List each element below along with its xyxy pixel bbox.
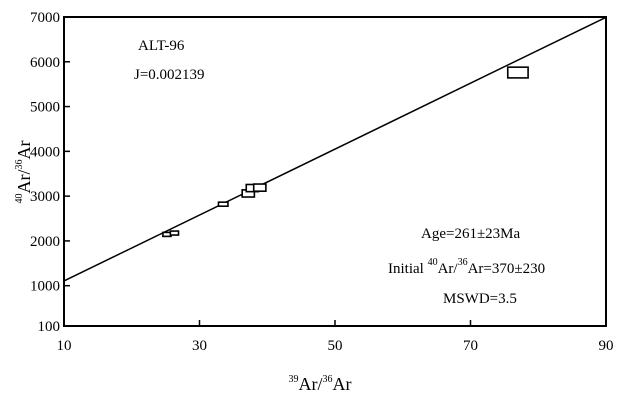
age-label: Age=261±23Ma [421, 226, 521, 242]
x-axis-base1: Ar [298, 374, 317, 394]
data-point [217, 201, 229, 208]
y-axis-sup1: 40 [14, 194, 25, 204]
j-value-label: J=0.002139 [134, 67, 205, 83]
y-axis-sup2: 36 [14, 159, 25, 169]
mswd-label: MSWD=3.5 [443, 291, 517, 307]
y-tick-label: 4000 [30, 144, 60, 160]
sample-label: ALT-96 [138, 38, 185, 54]
y-axis-base1: Ar [14, 175, 34, 194]
initial-sup2: 36 [458, 257, 468, 268]
y-tick-label: 7000 [30, 10, 60, 26]
data-point [252, 183, 267, 193]
x-tick-label: 70 [463, 338, 478, 354]
x-tick-label: 90 [599, 338, 614, 354]
isochron-line [63, 16, 607, 282]
y-tick-label: 6000 [30, 55, 60, 71]
plot-frame [63, 16, 607, 327]
x-tick-label: 30 [192, 338, 207, 354]
x-tick-label: 50 [328, 338, 343, 354]
initial-sup1: 40 [428, 257, 438, 268]
initial-ratio-label: Initial 40Ar/36Ar=370±230 [388, 257, 545, 277]
y-tick-label: 1000 [30, 279, 60, 295]
y-axis-title: 40Ar/36Ar [14, 140, 34, 203]
x-axis-title: 39Ar/36Ar [288, 374, 351, 394]
x-axis-sep: / [317, 374, 322, 394]
x-axis-base2: Ar [333, 374, 352, 394]
y-axis-base2: Ar [14, 140, 34, 159]
y-tick-label: 2000 [30, 234, 60, 250]
plot-layer: 10 30 50 70 90 100 1000 2000 3000 4000 5000 6000 700… [30, 10, 614, 354]
y-tick-label: 100 [38, 319, 61, 335]
data-point [506, 66, 529, 79]
y-axis-sep: / [14, 169, 34, 174]
y-tick-label: 5000 [30, 100, 60, 116]
x-axis-sup2: 36 [323, 374, 333, 385]
x-tick-label: 10 [57, 338, 72, 354]
initial-prefix: Initial [388, 261, 428, 277]
y-tick-label: 3000 [30, 189, 60, 205]
initial-suffix: Ar=370±230 [468, 261, 546, 277]
x-axis-sup1: 39 [288, 374, 298, 385]
initial-mid: Ar/ [438, 261, 459, 277]
data-point [169, 230, 180, 236]
